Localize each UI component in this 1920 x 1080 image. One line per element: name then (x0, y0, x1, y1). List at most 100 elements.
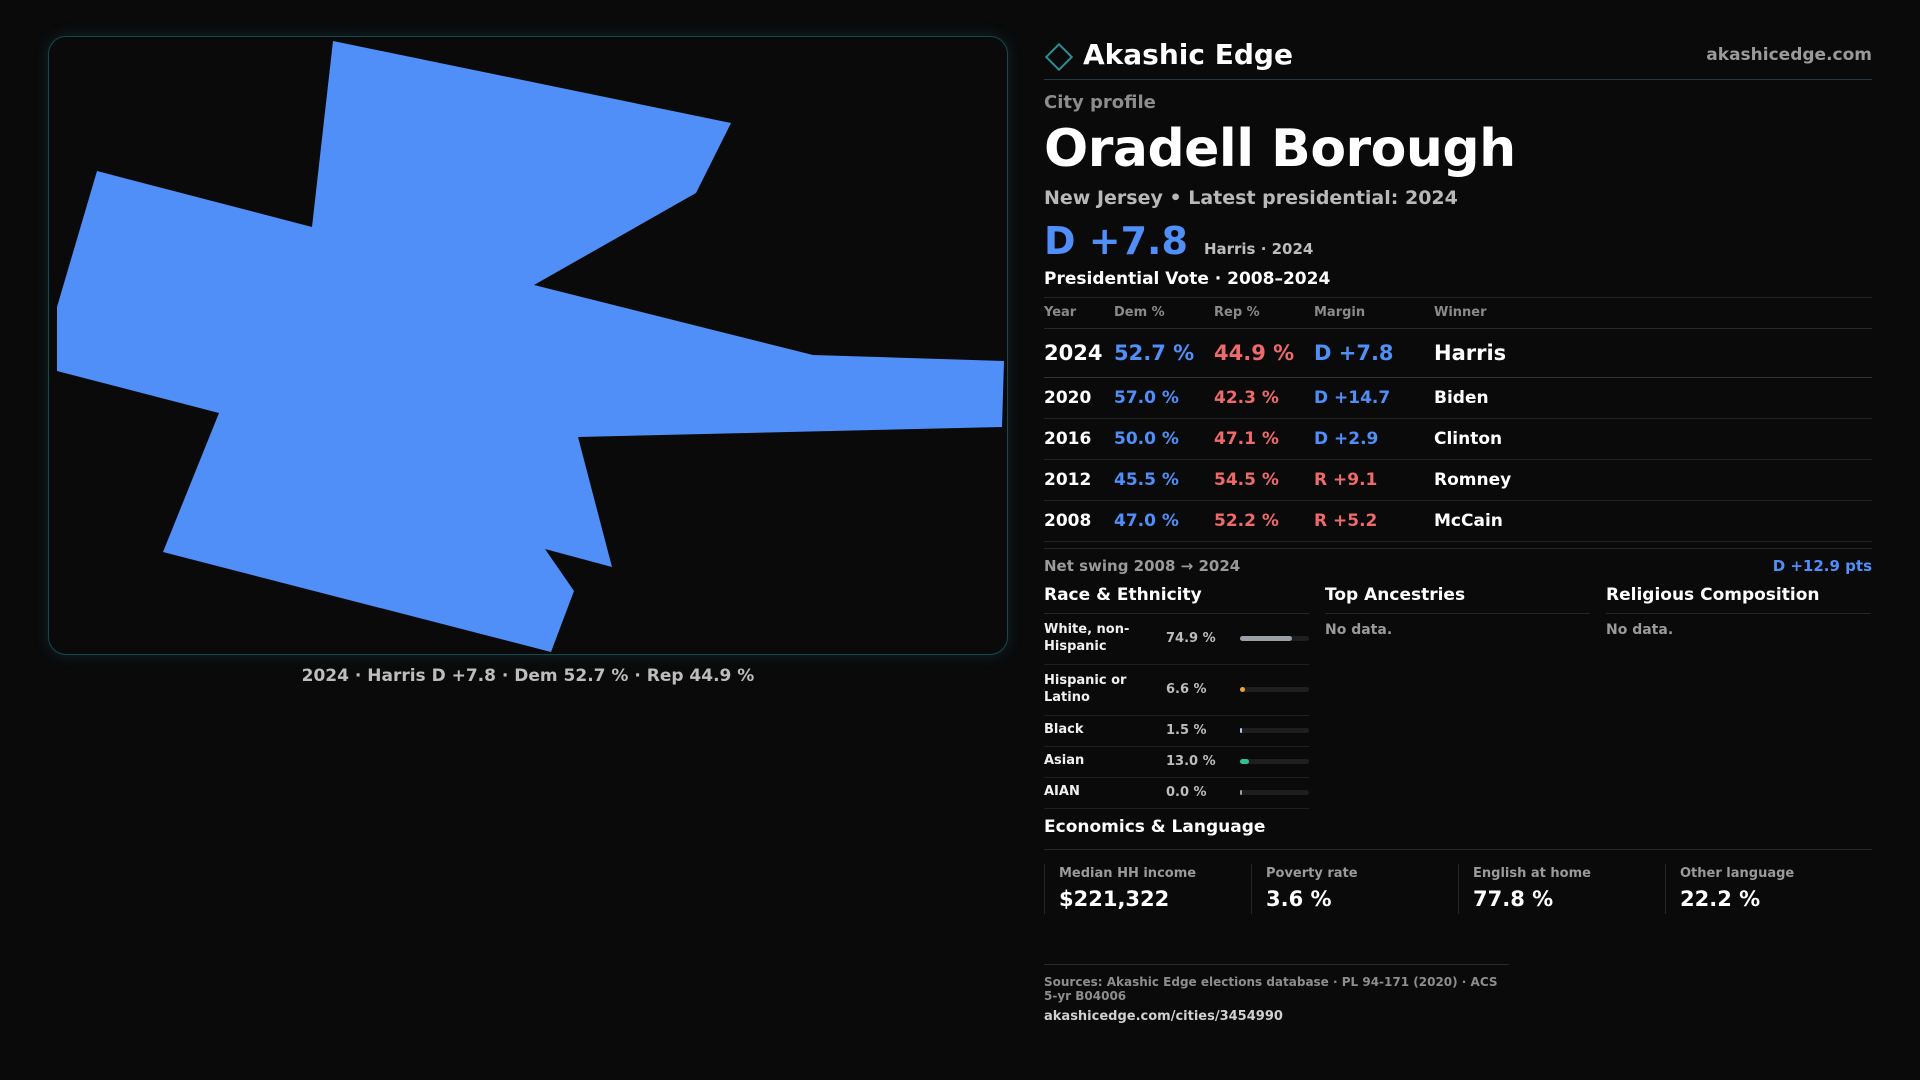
table-row: 2024 52.7 % 44.9 % D +7.8 Harris (1044, 328, 1872, 378)
race-bar-fill (1240, 636, 1292, 641)
row-margin: D +14.7 (1314, 377, 1434, 419)
race-row: Black 1.5 % (1044, 716, 1309, 747)
col-year: Year (1044, 298, 1114, 329)
table-row: 2020 57.0 % 42.3 % D +14.7 Biden (1044, 377, 1872, 419)
econ-card-other-language: Other language 22.2 % (1665, 863, 1872, 914)
row-winner: McCain (1434, 500, 1872, 542)
race-label: AIAN (1044, 784, 1080, 800)
ancestries-empty: No data. (1325, 621, 1393, 638)
row-winner: Biden (1434, 377, 1872, 419)
col-dem: Dem % (1114, 298, 1214, 329)
race-row: Hispanic or Latino 6.6 % (1044, 665, 1309, 716)
race-pct: 13.0 % (1166, 754, 1216, 769)
row-winner: Harris (1434, 328, 1872, 378)
diamond-icon (1044, 42, 1074, 71)
race-bar (1240, 759, 1309, 764)
religion-empty: No data. (1606, 621, 1674, 638)
econ-value: $221,322 (1059, 886, 1170, 911)
vote-table-header: Year Dem % Rep % Margin Winner (1044, 298, 1872, 329)
race-bar (1240, 728, 1309, 733)
table-row: 2012 45.5 % 54.5 % R +9.1 Romney (1044, 459, 1872, 501)
table-row: 2008 47.0 % 52.2 % R +5.2 McCain (1044, 500, 1872, 542)
race-bar-fill (1240, 728, 1242, 733)
row-margin: D +7.8 (1314, 328, 1434, 378)
row-year: 2020 (1044, 377, 1114, 419)
row-rep: 52.2 % (1214, 500, 1314, 542)
page-title: Oradell Borough (1044, 119, 1516, 179)
row-margin: R +9.1 (1314, 459, 1434, 501)
econ-label: Median HH income (1059, 865, 1197, 881)
ancestries-title: Top Ancestries (1325, 585, 1590, 614)
headline-result: D +7.8 Harris · 2024 (1044, 219, 1872, 263)
map-caption: 2024 · Harris D +7.8 · Dem 52.7 % · Rep … (301, 666, 755, 686)
religion-title: Religious Composition (1606, 585, 1871, 614)
row-dem: 50.0 % (1114, 418, 1214, 460)
row-year: 2012 (1044, 459, 1114, 501)
economics-title: Economics & Language (1044, 817, 1872, 850)
net-swing: Net swing 2008 → 2024 D +12.9 pts (1044, 547, 1872, 575)
econ-value: 77.8 % (1473, 886, 1554, 911)
row-winner: Clinton (1434, 418, 1872, 460)
race-pct: 6.6 % (1166, 682, 1207, 697)
ancestries-column: Top Ancestries No data. (1325, 585, 1590, 809)
econ-label: English at home (1473, 865, 1591, 881)
race-bar (1240, 687, 1309, 692)
headline-margin: D +7.8 (1044, 219, 1188, 263)
race-bar (1240, 790, 1309, 795)
row-rep: 44.9 % (1214, 328, 1314, 378)
table-row: 2016 50.0 % 47.1 % D +2.9 Clinton (1044, 418, 1872, 460)
econ-card-english: English at home 77.8 % (1458, 863, 1665, 914)
row-dem: 52.7 % (1114, 328, 1214, 378)
race-pct: 1.5 % (1166, 723, 1207, 738)
race-title: Race & Ethnicity (1044, 585, 1309, 614)
econ-label: Poverty rate (1266, 865, 1358, 881)
col-rep: Rep % (1214, 298, 1314, 329)
row-rep: 42.3 % (1214, 377, 1314, 419)
econ-label: Other language (1680, 865, 1795, 881)
row-rep: 47.1 % (1214, 418, 1314, 460)
race-column: Race & Ethnicity White, non-Hispanic 74.… (1044, 585, 1309, 809)
race-bar-fill (1240, 687, 1245, 692)
race-row: AIAN 0.0 % (1044, 778, 1309, 809)
row-margin: R +5.2 (1314, 500, 1434, 542)
headline-note: Harris · 2024 (1203, 240, 1314, 258)
row-year: 2024 (1044, 328, 1114, 378)
row-rep: 54.5 % (1214, 459, 1314, 501)
race-bar (1240, 636, 1309, 641)
race-pct: 0.0 % (1166, 785, 1207, 800)
race-label: Asian (1044, 753, 1085, 769)
row-dem: 47.0 % (1114, 500, 1214, 542)
net-swing-label: Net swing 2008 → 2024 (1044, 556, 1241, 575)
map-panel[interactable] (48, 36, 1008, 655)
row-dem: 45.5 % (1114, 459, 1214, 501)
footer-url-link[interactable]: akashicedge.com/cities/3454990 (1044, 1008, 1283, 1024)
footer-sources: Sources: Akashic Edge elections database… (1044, 974, 1498, 1003)
footer: Sources: Akashic Edge elections database… (1044, 963, 1509, 1024)
brand-url-link[interactable]: akashicedge.com (1706, 44, 1872, 65)
brand-name: Akashic Edge (1083, 38, 1293, 71)
econ-card-poverty: Poverty rate 3.6 % (1251, 863, 1458, 914)
vote-section-title: Presidential Vote · 2008–2024 (1044, 269, 1872, 298)
profile-panel: Akashic Edge akashicedge.com City profil… (1044, 30, 1872, 1024)
city-boundary-shape[interactable] (57, 41, 1004, 652)
row-year: 2016 (1044, 418, 1114, 460)
economics-cards: Median HH income $221,322 Poverty rate 3… (1044, 863, 1872, 914)
race-label: Black (1044, 722, 1084, 738)
race-row: Asian 13.0 % (1044, 747, 1309, 778)
city-boundary-map[interactable] (49, 37, 1008, 655)
religion-column: Religious Composition No data. (1606, 585, 1871, 809)
econ-value: 22.2 % (1680, 886, 1761, 911)
page-subtitle: New Jersey • Latest presidential: 2024 (1044, 187, 1458, 209)
race-bar-fill (1240, 790, 1242, 795)
col-margin: Margin (1314, 298, 1434, 329)
brand-header: Akashic Edge akashicedge.com (1044, 30, 1872, 80)
row-margin: D +2.9 (1314, 418, 1434, 460)
race-row: White, non-Hispanic 74.9 % (1044, 614, 1309, 665)
page-kicker: City profile (1044, 92, 1156, 113)
race-label: White, non-Hispanic (1044, 621, 1130, 654)
demographics-section: Race & Ethnicity White, non-Hispanic 74.… (1044, 585, 1872, 809)
race-pct: 74.9 % (1166, 631, 1216, 646)
brand[interactable]: Akashic Edge (1044, 38, 1293, 71)
row-dem: 57.0 % (1114, 377, 1214, 419)
row-winner: Romney (1434, 459, 1872, 501)
